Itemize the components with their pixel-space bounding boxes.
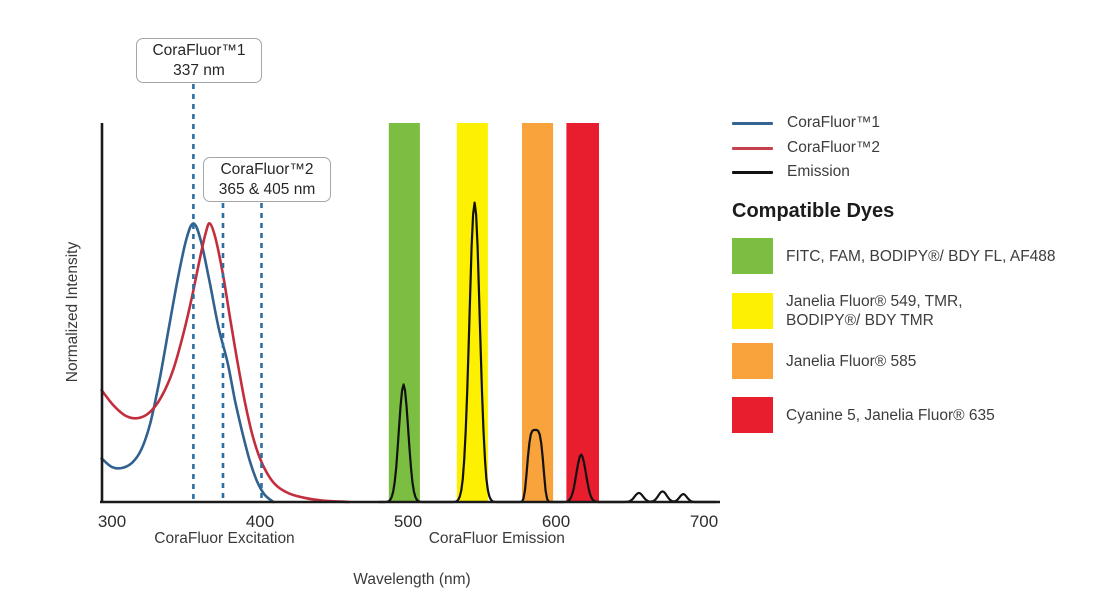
filter-band-3 bbox=[522, 123, 554, 502]
dye-color-swatch bbox=[732, 397, 773, 433]
x-tick-label-500: 500 bbox=[394, 512, 422, 531]
callout-corafluor2-wavelength: 365 & 405 nm bbox=[218, 180, 316, 198]
legend-line-swatch bbox=[732, 170, 773, 174]
dye-color-swatch bbox=[732, 238, 773, 274]
excitation-curve-corafluor1 bbox=[100, 222, 275, 504]
dye-color-swatch bbox=[732, 343, 773, 379]
callout-corafluor1: CoraFluor™1 337 nm bbox=[136, 38, 262, 83]
dye-row-3: Janelia Fluor® 585 bbox=[732, 343, 916, 379]
dye-row-1: FITC, FAM, BODIPY®/ BDY FL, AF488 bbox=[732, 238, 1056, 274]
legend-item-label: CoraFluor™1 bbox=[787, 114, 881, 131]
y-axis-title: Normalized Intensity bbox=[64, 242, 81, 383]
callout-corafluor1-title: CoraFluor™1 bbox=[152, 41, 246, 59]
dye-row-4: Cyanine 5, Janelia Fluor® 635 bbox=[732, 397, 995, 433]
x-tick-label-300: 300 bbox=[98, 512, 126, 531]
legend-item-emission: Emission bbox=[732, 161, 850, 183]
filter-band-4 bbox=[566, 123, 599, 502]
excitation-curve-corafluor2 bbox=[100, 222, 351, 504]
compatible-dyes-heading: Compatible Dyes bbox=[732, 200, 895, 222]
emission-section-label: CoraFluor Emission bbox=[429, 530, 565, 547]
dye-label: FITC, FAM, BODIPY®/ BDY FL, AF488 bbox=[786, 247, 1056, 265]
legend-item-corafluor-1: CoraFluor™1 bbox=[732, 112, 880, 134]
dye-label: Janelia Fluor® 585 bbox=[786, 352, 917, 370]
x-tick-label-600: 600 bbox=[542, 512, 570, 531]
callout-corafluor1-wavelength: 337 nm bbox=[173, 61, 225, 79]
filter-band-1 bbox=[388, 123, 420, 502]
filter-band-2 bbox=[456, 123, 488, 502]
excitation-section-label: CoraFluor Excitation bbox=[154, 530, 294, 547]
legend-item-corafluor-2: CoraFluor™2 bbox=[732, 137, 880, 159]
callout-corafluor2: CoraFluor™2 365 & 405 nm bbox=[203, 157, 331, 202]
legend-item-label: Emission bbox=[787, 163, 850, 180]
dye-row-2: Janelia Fluor® 549, TMR, BODIPY®/ BDY TM… bbox=[732, 292, 963, 330]
callout-corafluor2-title: CoraFluor™2 bbox=[220, 160, 314, 178]
x-tick-label-700: 700 bbox=[690, 512, 718, 531]
dye-label: Cyanine 5, Janelia Fluor® 635 bbox=[786, 406, 995, 424]
legend-line-swatch bbox=[732, 146, 773, 150]
x-axis-title: Wavelength (nm) bbox=[353, 571, 470, 588]
x-tick-label-400: 400 bbox=[246, 512, 274, 531]
dye-label: Janelia Fluor® 549, TMR, BODIPY®/ BDY TM… bbox=[786, 293, 963, 329]
legend-line-swatch bbox=[732, 121, 773, 125]
dye-color-swatch bbox=[732, 293, 773, 329]
legend-item-label: CoraFluor™2 bbox=[787, 139, 881, 156]
